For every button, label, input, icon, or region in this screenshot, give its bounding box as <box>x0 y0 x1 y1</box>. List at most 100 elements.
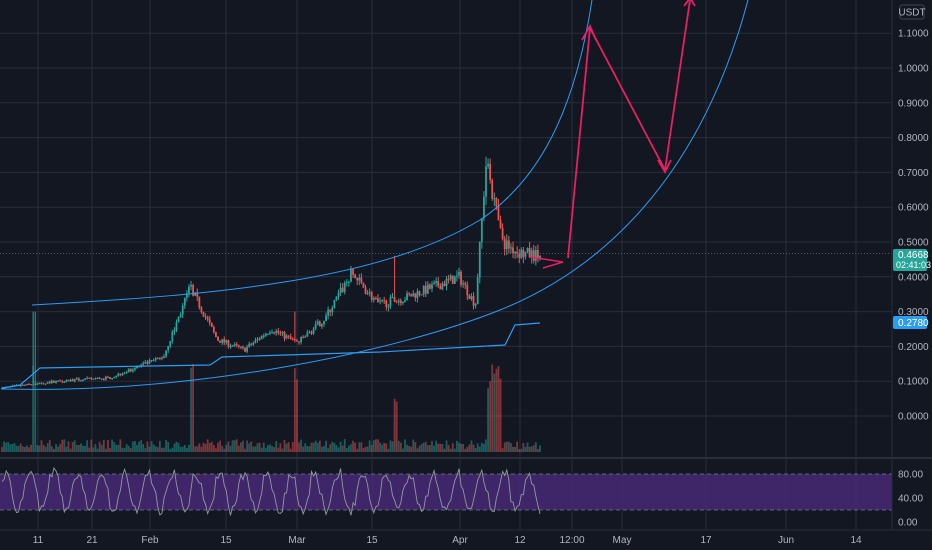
volume-bar <box>512 446 514 452</box>
candle-body <box>3 387 5 390</box>
candle-body <box>36 383 39 385</box>
candle-body <box>136 366 138 369</box>
candle-body <box>246 347 249 352</box>
volume-bar <box>161 447 163 452</box>
candle-body <box>252 342 255 345</box>
candle-body <box>198 296 201 308</box>
candle-body <box>285 335 288 339</box>
candle-body <box>480 218 483 242</box>
volume-bar <box>318 440 321 452</box>
volume-bar <box>198 443 201 452</box>
candle-body <box>256 338 259 340</box>
candle-body <box>420 294 423 296</box>
candle-body <box>77 378 80 381</box>
candle-body <box>239 346 242 348</box>
candle-body <box>154 358 157 361</box>
volume-bar <box>499 378 502 452</box>
projection-arrow-small[interactable] <box>529 256 564 269</box>
candle-body <box>439 286 442 290</box>
candle-body <box>364 287 367 294</box>
candle-body <box>354 274 357 279</box>
time-tick-label: 17 <box>700 535 712 546</box>
upper-channel-curve[interactable] <box>31 0 593 306</box>
candle-body <box>370 292 373 300</box>
volume-bar <box>217 442 219 452</box>
volume-bar <box>281 448 284 452</box>
price-axis[interactable]: 1.1000 1.0000 0.9000 0.8000 0.7000 0.6000 0.50… <box>898 29 929 529</box>
volume-bar <box>395 401 398 452</box>
candle-body <box>483 196 485 219</box>
volume-bar <box>96 448 99 452</box>
lower-channel-curve[interactable] <box>1 0 749 390</box>
candle-body <box>329 309 332 313</box>
candle-body <box>281 331 284 334</box>
time-axis[interactable]: 11 21 Feb 15 Mar 15 Apr 12 12:00 May 17 Jun 14 <box>33 535 862 546</box>
ma-value-badge: 0.2780 <box>893 316 929 329</box>
candle-body <box>144 361 147 364</box>
candle-body <box>102 378 105 380</box>
moving-average-line[interactable] <box>1 322 541 389</box>
volume-bar <box>501 448 504 452</box>
volume-bar <box>117 444 120 452</box>
volume-bar <box>88 447 91 452</box>
volume-bar <box>406 444 408 452</box>
volume-bar <box>167 442 170 452</box>
volume-bar <box>404 439 406 452</box>
volume-bar <box>156 447 159 452</box>
candle-body <box>202 311 205 317</box>
volume-bar <box>17 446 20 452</box>
candle-body <box>158 357 161 359</box>
candle-body <box>441 283 444 290</box>
volume-bar <box>94 443 97 452</box>
volume-bar <box>503 442 506 452</box>
volume-bar <box>212 445 215 452</box>
volume-bar <box>343 439 346 452</box>
candle-body <box>374 298 377 300</box>
volume-bar <box>65 446 68 452</box>
price-tick-label: 0.9000 <box>898 98 929 109</box>
candle-body <box>505 240 508 250</box>
candle-body <box>472 296 475 306</box>
volume-bar <box>194 446 197 452</box>
volume-bar <box>125 444 128 452</box>
volume-bar <box>460 443 462 452</box>
volume-bar <box>148 446 151 452</box>
candle-body <box>366 293 369 295</box>
candle-body <box>55 380 57 383</box>
volume-bar <box>57 446 59 452</box>
volume-bar <box>416 448 419 452</box>
volume-bar <box>98 441 101 452</box>
volume-bar <box>289 448 292 452</box>
volume-bar <box>69 448 72 452</box>
volume-bar <box>429 444 431 452</box>
volume-bar <box>121 447 124 452</box>
projection-path[interactable] <box>567 0 691 259</box>
candle-body <box>345 282 348 284</box>
volume-bar <box>453 448 456 452</box>
candle-body <box>212 326 215 333</box>
candle-body <box>377 298 379 302</box>
volume-bar <box>131 441 134 452</box>
candle-body <box>385 300 388 308</box>
candle-body <box>206 317 209 320</box>
candle-body <box>402 301 404 304</box>
volume-bar <box>59 444 62 452</box>
candle-body <box>254 339 257 343</box>
candle-body <box>67 380 70 382</box>
candle-body <box>381 300 384 302</box>
candle-body <box>104 376 107 380</box>
volume-bar <box>379 442 381 452</box>
last-price-value: 0.4668 <box>898 250 929 261</box>
volume-bar <box>100 444 103 452</box>
candle-body <box>528 247 531 258</box>
candle-body <box>302 337 305 339</box>
volume-bar <box>32 365 35 452</box>
currency-label-box[interactable] <box>899 4 925 20</box>
volume-bar <box>7 441 10 452</box>
candle-body <box>462 283 465 285</box>
volume-bar <box>80 443 82 452</box>
candle-body <box>534 250 537 261</box>
candle-body <box>273 332 276 334</box>
volume-bar <box>308 446 311 452</box>
